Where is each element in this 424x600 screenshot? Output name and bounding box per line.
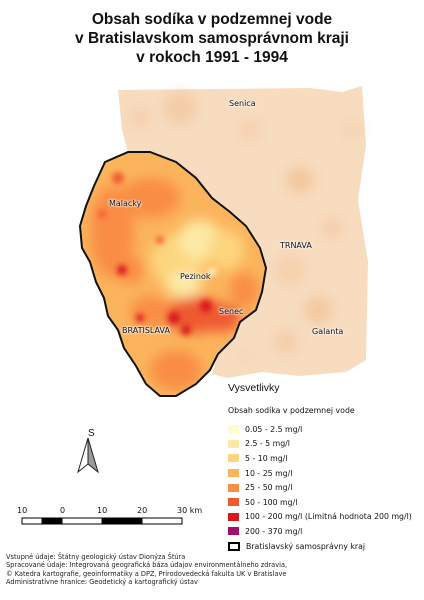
legend-swatch — [228, 439, 239, 448]
legend-swatch — [228, 425, 239, 434]
boundary-swatch — [228, 541, 240, 551]
scale-bar — [21, 517, 183, 525]
legend-label: 25 - 50 mg/l — [245, 483, 293, 493]
credits: Vstupné údaje: Štátny geologický ústav D… — [6, 553, 287, 587]
region-boundary — [78, 151, 268, 397]
legend-panel: Vysvetlivky Obsah sodíka v podzemnej vod… — [215, 378, 415, 553]
legend-items: 0.05 - 2.5 mg/l 2.5 - 5 mg/l 5 - 10 mg/l… — [228, 422, 412, 553]
legend-item: 2.5 - 5 mg/l — [228, 437, 412, 452]
north-arrow-label: S — [88, 428, 95, 439]
place-label-bratislava: BRATISLAVA — [122, 326, 170, 335]
region-fill — [78, 151, 268, 397]
legend-item: 10 - 25 mg/l — [228, 466, 412, 481]
map-title-line-3: v rokoch 1991 - 1994 — [136, 49, 288, 66]
legend-label: Bratislavský samosprávny kraj — [246, 541, 366, 551]
credit-line: Spracované údaje: Integrovaná geografick… — [6, 561, 288, 570]
scale-label: 10 — [97, 506, 108, 515]
place-label-senec: Senec — [219, 307, 244, 316]
place-label-galanta: Galanta — [312, 327, 344, 336]
legend-item: 50 - 100 mg/l — [228, 495, 412, 510]
legend-item-boundary: Bratislavský samosprávny kraj — [228, 539, 412, 554]
map-title-line-2: v Bratislavskom samosprávnom kraji — [75, 30, 349, 47]
place-label-trnava: TRNAVA — [280, 241, 312, 250]
legend-swatch — [228, 483, 239, 492]
map-title: Obsah sodíka v podzemnej vode v Bratisla… — [0, 10, 424, 67]
legend-item: 200 - 370 mg/l — [228, 524, 412, 539]
legend-title: Vysvetlivky — [228, 382, 280, 394]
legend-label: 10 - 25 mg/l — [245, 468, 293, 478]
scale-label: 20 — [137, 506, 148, 515]
legend-swatch — [228, 469, 239, 478]
legend-swatch — [228, 512, 239, 521]
legend-label: 2.5 - 5 mg/l — [245, 439, 290, 449]
legend-subtitle: Obsah sodíka v podzemnej vode — [228, 406, 355, 415]
legend-label: 5 - 10 mg/l — [245, 453, 288, 463]
place-label-pezinok: Pezinok — [180, 272, 211, 281]
credit-line: Administratívne hranice: Geodetický a ka… — [6, 578, 198, 587]
place-label-malacky: Malacky — [109, 199, 142, 208]
credit-line: © Katedra kartografie, geoinformatiky a … — [6, 569, 287, 578]
legend-swatch — [228, 527, 239, 536]
legend-label: 50 - 100 mg/l — [245, 497, 298, 507]
scale-label: 10 — [17, 506, 28, 515]
map-title-line-1: Obsah sodíka v podzemnej vode — [91, 11, 333, 28]
legend-item: 5 - 10 mg/l — [228, 451, 412, 466]
legend-swatch — [228, 498, 239, 507]
place-label-senica: Senica — [229, 99, 256, 108]
legend-item: 100 - 200 mg/l (Limitná hodnota 200 mg/l… — [228, 510, 412, 525]
legend-swatch — [228, 454, 239, 463]
legend-item: 25 - 50 mg/l — [228, 480, 412, 495]
legend-label: 100 - 200 mg/l (Limitná hodnota 200 mg/l… — [245, 512, 412, 522]
legend-label: 0.05 - 2.5 mg/l — [245, 424, 303, 434]
credit-line: Vstupné údaje: Štátny geologický ústav D… — [6, 553, 186, 561]
scale-label: 0 — [60, 506, 66, 515]
scale-label: 30 km — [177, 506, 203, 515]
surrounding-area — [118, 86, 368, 378]
north-arrow-icon — [77, 437, 99, 474]
legend-label: 200 - 370 mg/l — [245, 526, 303, 536]
legend-item: 0.05 - 2.5 mg/l — [228, 422, 412, 437]
